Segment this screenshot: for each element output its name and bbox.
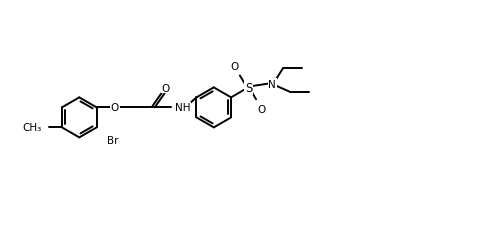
Text: O: O	[162, 83, 170, 93]
Text: NH: NH	[175, 103, 190, 113]
Text: N: N	[268, 79, 276, 89]
Text: S: S	[245, 82, 252, 94]
Text: O: O	[257, 104, 265, 114]
Text: O: O	[111, 103, 119, 113]
Text: Br: Br	[107, 135, 119, 145]
Text: O: O	[230, 62, 238, 72]
Text: CH₃: CH₃	[22, 123, 41, 133]
